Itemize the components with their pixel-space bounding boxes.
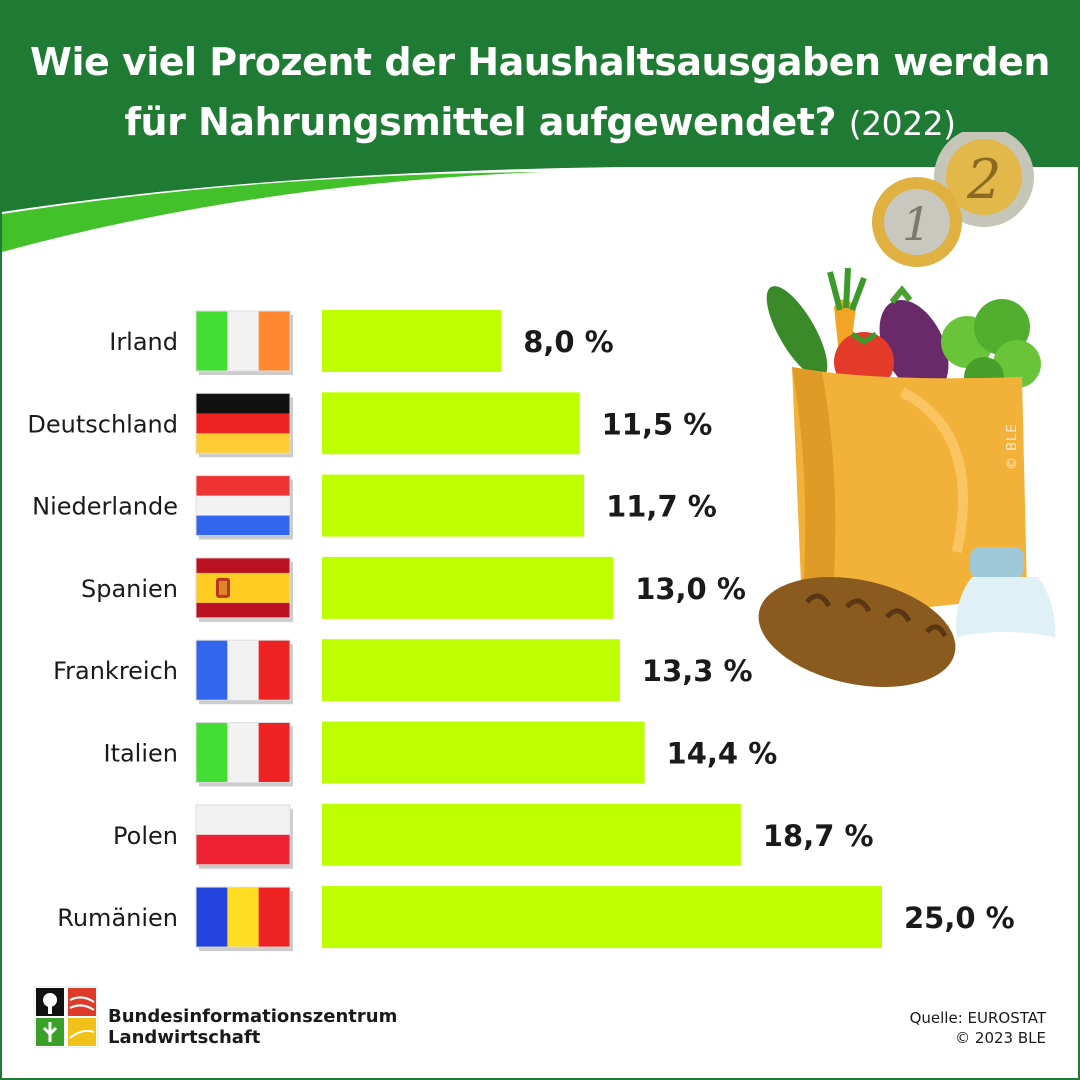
bar-italien [322, 721, 645, 784]
flag-irland-icon [195, 310, 293, 375]
value-label-irland: 8,0 % [523, 325, 614, 359]
category-label-rum-nien: Rumänien [57, 904, 178, 932]
value-label-deutschland: 11,5 % [602, 407, 713, 441]
bar-spanien [322, 556, 614, 619]
chart-title-year: (2022) [848, 104, 956, 143]
flag-deutschland-icon [195, 392, 293, 458]
bread-icon [758, 577, 956, 687]
category-label-polen: Polen [113, 822, 178, 850]
chart-title-line1: Wie viel Prozent der Haushaltsausgaben w… [30, 40, 1050, 84]
value-label-rum-nien: 25,0 % [904, 901, 1015, 935]
category-label-italien: Italien [103, 740, 178, 768]
value-label-italien: 14,4 % [667, 737, 778, 771]
flag-frankreich-icon [195, 639, 293, 705]
category-label-frankreich: Frankreich [53, 657, 178, 685]
source-note: Quelle: EUROSTAT © 2023 BLE [910, 1008, 1046, 1048]
bzl-logo [34, 986, 98, 1048]
paper-bag-icon [792, 367, 1027, 610]
bar-irland [322, 310, 502, 372]
milk-bottle-icon [956, 547, 1056, 777]
flag-rum-nien-icon [195, 886, 293, 952]
header-swoosh [2, 172, 542, 252]
organization-name: Bundesinformationszentrum Landwirtschaft [108, 1006, 397, 1048]
category-label-niederlande: Niederlande [32, 493, 178, 521]
bar-frankreich [322, 639, 620, 702]
bar-chart: Irland 8,0 % Deutschland 11,5 % Niederlande 1… [27, 310, 1015, 952]
flag-polen-icon [195, 804, 293, 869]
copyright-line: © 2023 BLE [955, 1029, 1046, 1047]
flag-spanien-icon [195, 557, 293, 622]
chart-title-line2: für Nahrungsmittel aufgewendet? (2022) [2, 100, 1078, 144]
flag-niederlande-icon [195, 475, 293, 540]
coin-1-euro-icon: 1 [872, 177, 962, 267]
source-line: Quelle: EUROSTAT [909, 1009, 1046, 1027]
bar-niederlande [322, 474, 585, 537]
grocery-illustration: 2 1 [758, 132, 1056, 777]
svg-text:1: 1 [902, 197, 931, 251]
flag-italien-icon [195, 722, 293, 787]
bar-rum-nien [322, 886, 882, 949]
category-label-deutschland: Deutschland [27, 410, 178, 438]
value-label-polen: 18,7 % [763, 819, 874, 853]
value-label-spanien: 13,0 % [635, 572, 746, 606]
bar-deutschland [322, 392, 580, 455]
value-label-frankreich: 13,3 % [642, 654, 753, 688]
category-label-irland: Irland [109, 328, 178, 356]
bar-polen [322, 803, 741, 866]
header-background [2, 2, 1078, 212]
coin-2-euro-icon: 2 [934, 132, 1034, 227]
chart-title-main: für Nahrungsmittel aufgewendet? [124, 100, 837, 144]
header-band [2, 2, 1078, 252]
value-label-niederlande: 11,7 % [606, 490, 717, 524]
organization-line1: Bundesinformationszentrum [108, 1006, 398, 1027]
svg-text:2: 2 [966, 148, 1001, 211]
category-label-spanien: Spanien [81, 575, 178, 603]
organization-line2: Landwirtschaft [108, 1027, 261, 1048]
